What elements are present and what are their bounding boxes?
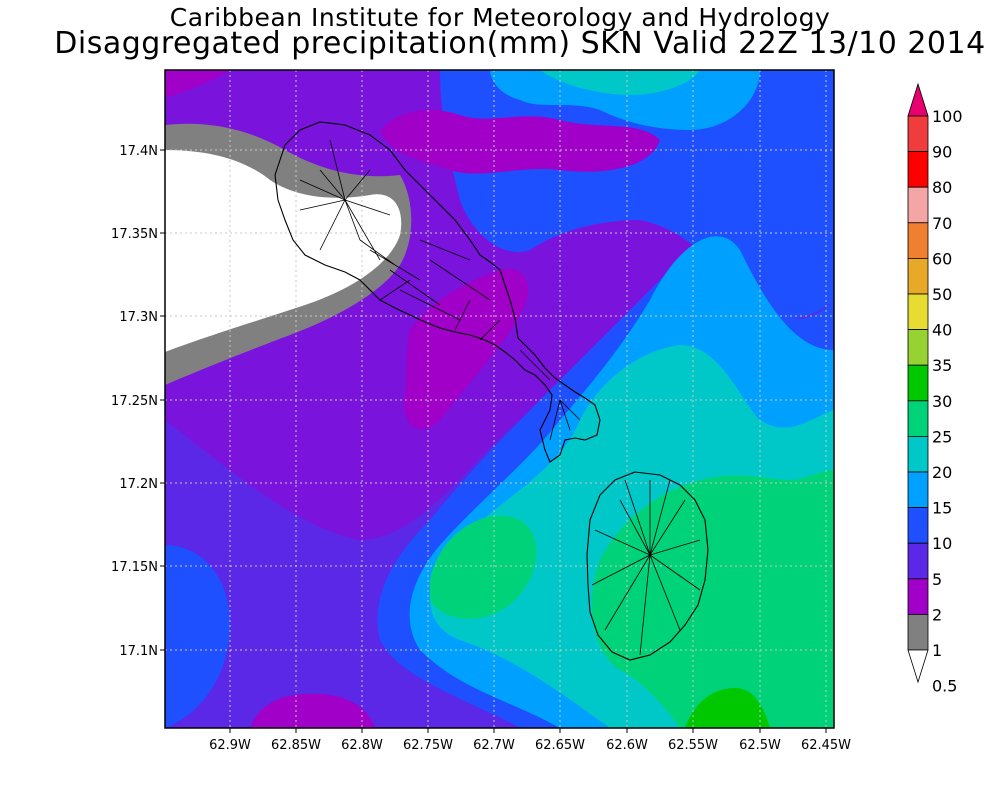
legend-swatch	[907, 614, 929, 651]
field-green	[685, 688, 770, 728]
legend-label: 25	[932, 427, 952, 446]
legend-label: 60	[932, 249, 952, 268]
y-tick-label: 17.3N	[119, 310, 158, 325]
legend-swatch	[907, 329, 929, 366]
island-nevis-st-kitts-outline	[274, 121, 601, 463]
x-tick-label: 62.5W	[739, 738, 781, 753]
color-legend: 100 90 80 70 60 50 40 35 30 25 20 15 10 5 2 1 0.5	[907, 82, 963, 696]
legend-swatch	[907, 471, 929, 508]
y-tick-label: 17.1N	[119, 644, 158, 659]
field-teal	[591, 470, 834, 728]
chart-subtitle: Disaggregated precipitation(mm) SKN Vali…	[54, 26, 986, 61]
legend-label: 70	[932, 214, 952, 233]
legend-swatch	[907, 257, 929, 295]
field-magenta-southwest	[250, 693, 375, 728]
legend-label: 35	[932, 356, 952, 375]
legend-label: 50	[932, 285, 952, 304]
legend-label: 40	[932, 321, 952, 340]
field-magenta-northwest	[165, 70, 230, 98]
legend-swatch	[907, 222, 929, 259]
y-tick-label: 17.35N	[111, 227, 158, 242]
legend-label: 30	[932, 392, 952, 411]
legend-label: 20	[932, 463, 952, 482]
x-tick-label: 62.8W	[341, 738, 383, 753]
x-tick-label: 62.7W	[473, 738, 515, 753]
x-tick-label: 62.75W	[403, 738, 453, 753]
legend-swatch	[907, 151, 929, 188]
x-tick-label: 62.6W	[606, 738, 648, 753]
island-nevis-outline	[586, 471, 709, 661]
x-tick-label: 62.55W	[668, 738, 718, 753]
legend-swatch	[907, 435, 929, 473]
legend-label: 2	[932, 605, 942, 624]
legend-label: 100	[932, 107, 963, 126]
plot-frame	[164, 69, 835, 729]
islands-layer	[274, 121, 709, 661]
legend-swatch-above-100	[907, 82, 929, 117]
field-teal-southwest	[430, 515, 537, 619]
legend-swatch	[907, 115, 929, 152]
y-axis: 17.4N 17.35N 17.3N 17.25N 17.2N 17.15N 17.1N	[111, 144, 165, 659]
legend-swatch	[907, 578, 929, 615]
legend-swatch	[907, 364, 929, 402]
x-axis: 62.9W 62.85W 62.8W 62.75W 62.7W 62.65W 62.6W 62…	[209, 728, 851, 753]
island-drainage-north	[299, 139, 581, 441]
field-magenta-center	[404, 269, 529, 430]
legend-label: 15	[932, 499, 952, 518]
legend-swatch-below-0.5	[907, 649, 929, 684]
legend-swatch	[907, 507, 929, 544]
legend-label: 10	[932, 534, 952, 553]
y-tick-label: 17.25N	[111, 394, 158, 409]
island-drainage-nevis	[591, 479, 701, 656]
legend-label: 0.5	[932, 677, 957, 696]
x-tick-label: 62.9W	[209, 738, 251, 753]
y-tick-label: 17.15N	[111, 560, 158, 575]
legend-swatch	[907, 293, 929, 330]
field-cyan-northeast	[540, 70, 700, 95]
map-grid	[165, 70, 834, 728]
field-magenta-north	[380, 110, 660, 174]
field-blue-west	[165, 545, 230, 728]
x-tick-label: 62.65W	[535, 738, 585, 753]
precipitation-field	[165, 70, 834, 728]
legend-swatch	[907, 542, 929, 580]
x-tick-label: 62.45W	[801, 738, 851, 753]
legend-swatch	[907, 400, 929, 437]
chart-title: Caribbean Institute for Meteorology and …	[169, 3, 831, 32]
x-tick-label: 62.85W	[271, 738, 321, 753]
legend-label: 5	[932, 570, 942, 589]
legend-label: 80	[932, 178, 952, 197]
legend-label: 90	[932, 143, 952, 162]
legend-swatch	[907, 186, 929, 224]
y-tick-label: 17.4N	[119, 144, 158, 159]
y-tick-label: 17.2N	[119, 477, 158, 492]
legend-label: 1	[932, 641, 942, 660]
